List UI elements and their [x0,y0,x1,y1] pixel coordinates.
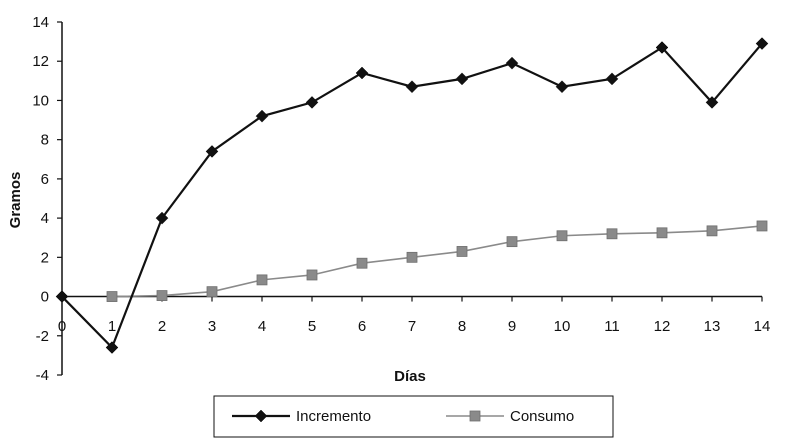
data-point-incremento [555,80,569,94]
x-tick-label: 7 [408,318,416,335]
data-point-incremento [655,41,669,54]
x-tick-label: 9 [508,318,516,335]
data-point-consumo [256,274,268,286]
data-point-consumo [656,227,668,239]
data-point-consumo [456,246,468,257]
data-point-incremento [505,56,519,70]
y-tick-label: 6 [41,171,49,188]
data-point-incremento [755,37,769,50]
data-point-consumo [506,236,518,248]
x-tick-label: 12 [654,318,671,335]
data-point-incremento [355,66,369,80]
data-point-consumo [106,291,118,302]
series-consumo [106,220,768,302]
y-tick-label: 2 [41,249,49,266]
x-tick-label: 4 [258,318,266,335]
data-point-consumo [156,290,168,301]
data-point-consumo [356,257,368,269]
x-axis-title: Días [394,368,426,385]
data-point-consumo [556,230,568,242]
data-point-incremento [405,80,419,94]
y-tick-label: 4 [41,210,49,227]
legend: Incremento Consumo [213,395,614,438]
data-point-consumo [606,228,618,240]
y-tick-label: 0 [41,289,49,306]
x-tick-label: 5 [308,318,316,335]
data-point-consumo [406,251,418,263]
legend-items: Incremento Consumo [232,408,574,425]
y-tick-label: 14 [32,14,49,31]
x-tick-label: 14 [754,318,771,335]
legend-item-incremento: Incremento [232,408,371,425]
data-point-incremento [105,341,119,354]
data-point-incremento [255,109,269,123]
x-tick-label: 2 [158,318,166,335]
x-tick-label: 1 [108,318,116,335]
y-tick-label: 12 [32,53,49,70]
x-tick-label: 13 [704,318,721,335]
data-point-incremento [305,96,319,109]
y-ticks: -4 -2 0 2 4 6 8 10 12 14 [32,14,62,384]
legend-marker [254,409,268,423]
series-layer [55,37,769,354]
data-point-incremento [605,72,619,86]
legend-label: Consumo [510,408,574,425]
legend-label: Incremento [296,408,371,425]
data-point-consumo [306,269,318,281]
y-tick-label: 8 [41,132,49,149]
y-tick-label: 10 [32,92,49,109]
x-tick-label: 3 [208,318,216,335]
legend-item-consumo: Consumo [446,408,574,425]
y-axis-title: Gramos [7,172,24,229]
y-tick-label: -2 [36,328,49,345]
x-tick-label: 0 [58,318,66,335]
x-tick-label: 11 [604,318,620,335]
data-point-consumo [706,225,718,237]
data-point-incremento [455,72,469,86]
data-point-consumo [206,286,218,298]
legend-marker [469,410,481,422]
x-tick-label: 10 [554,318,571,335]
data-point-consumo [756,220,768,232]
data-point-incremento [155,211,169,225]
x-ticks: 0 1 2 3 4 5 6 7 8 9 10 11 12 13 14 [58,296,771,335]
series-incremento [55,37,769,354]
x-tick-label: 8 [458,318,466,335]
x-tick-label: 6 [358,318,366,335]
data-point-incremento [55,290,69,303]
data-point-incremento [705,96,719,109]
data-point-incremento [205,145,219,158]
series-line-consumo [111,225,763,298]
y-tick-label: -4 [36,367,49,384]
